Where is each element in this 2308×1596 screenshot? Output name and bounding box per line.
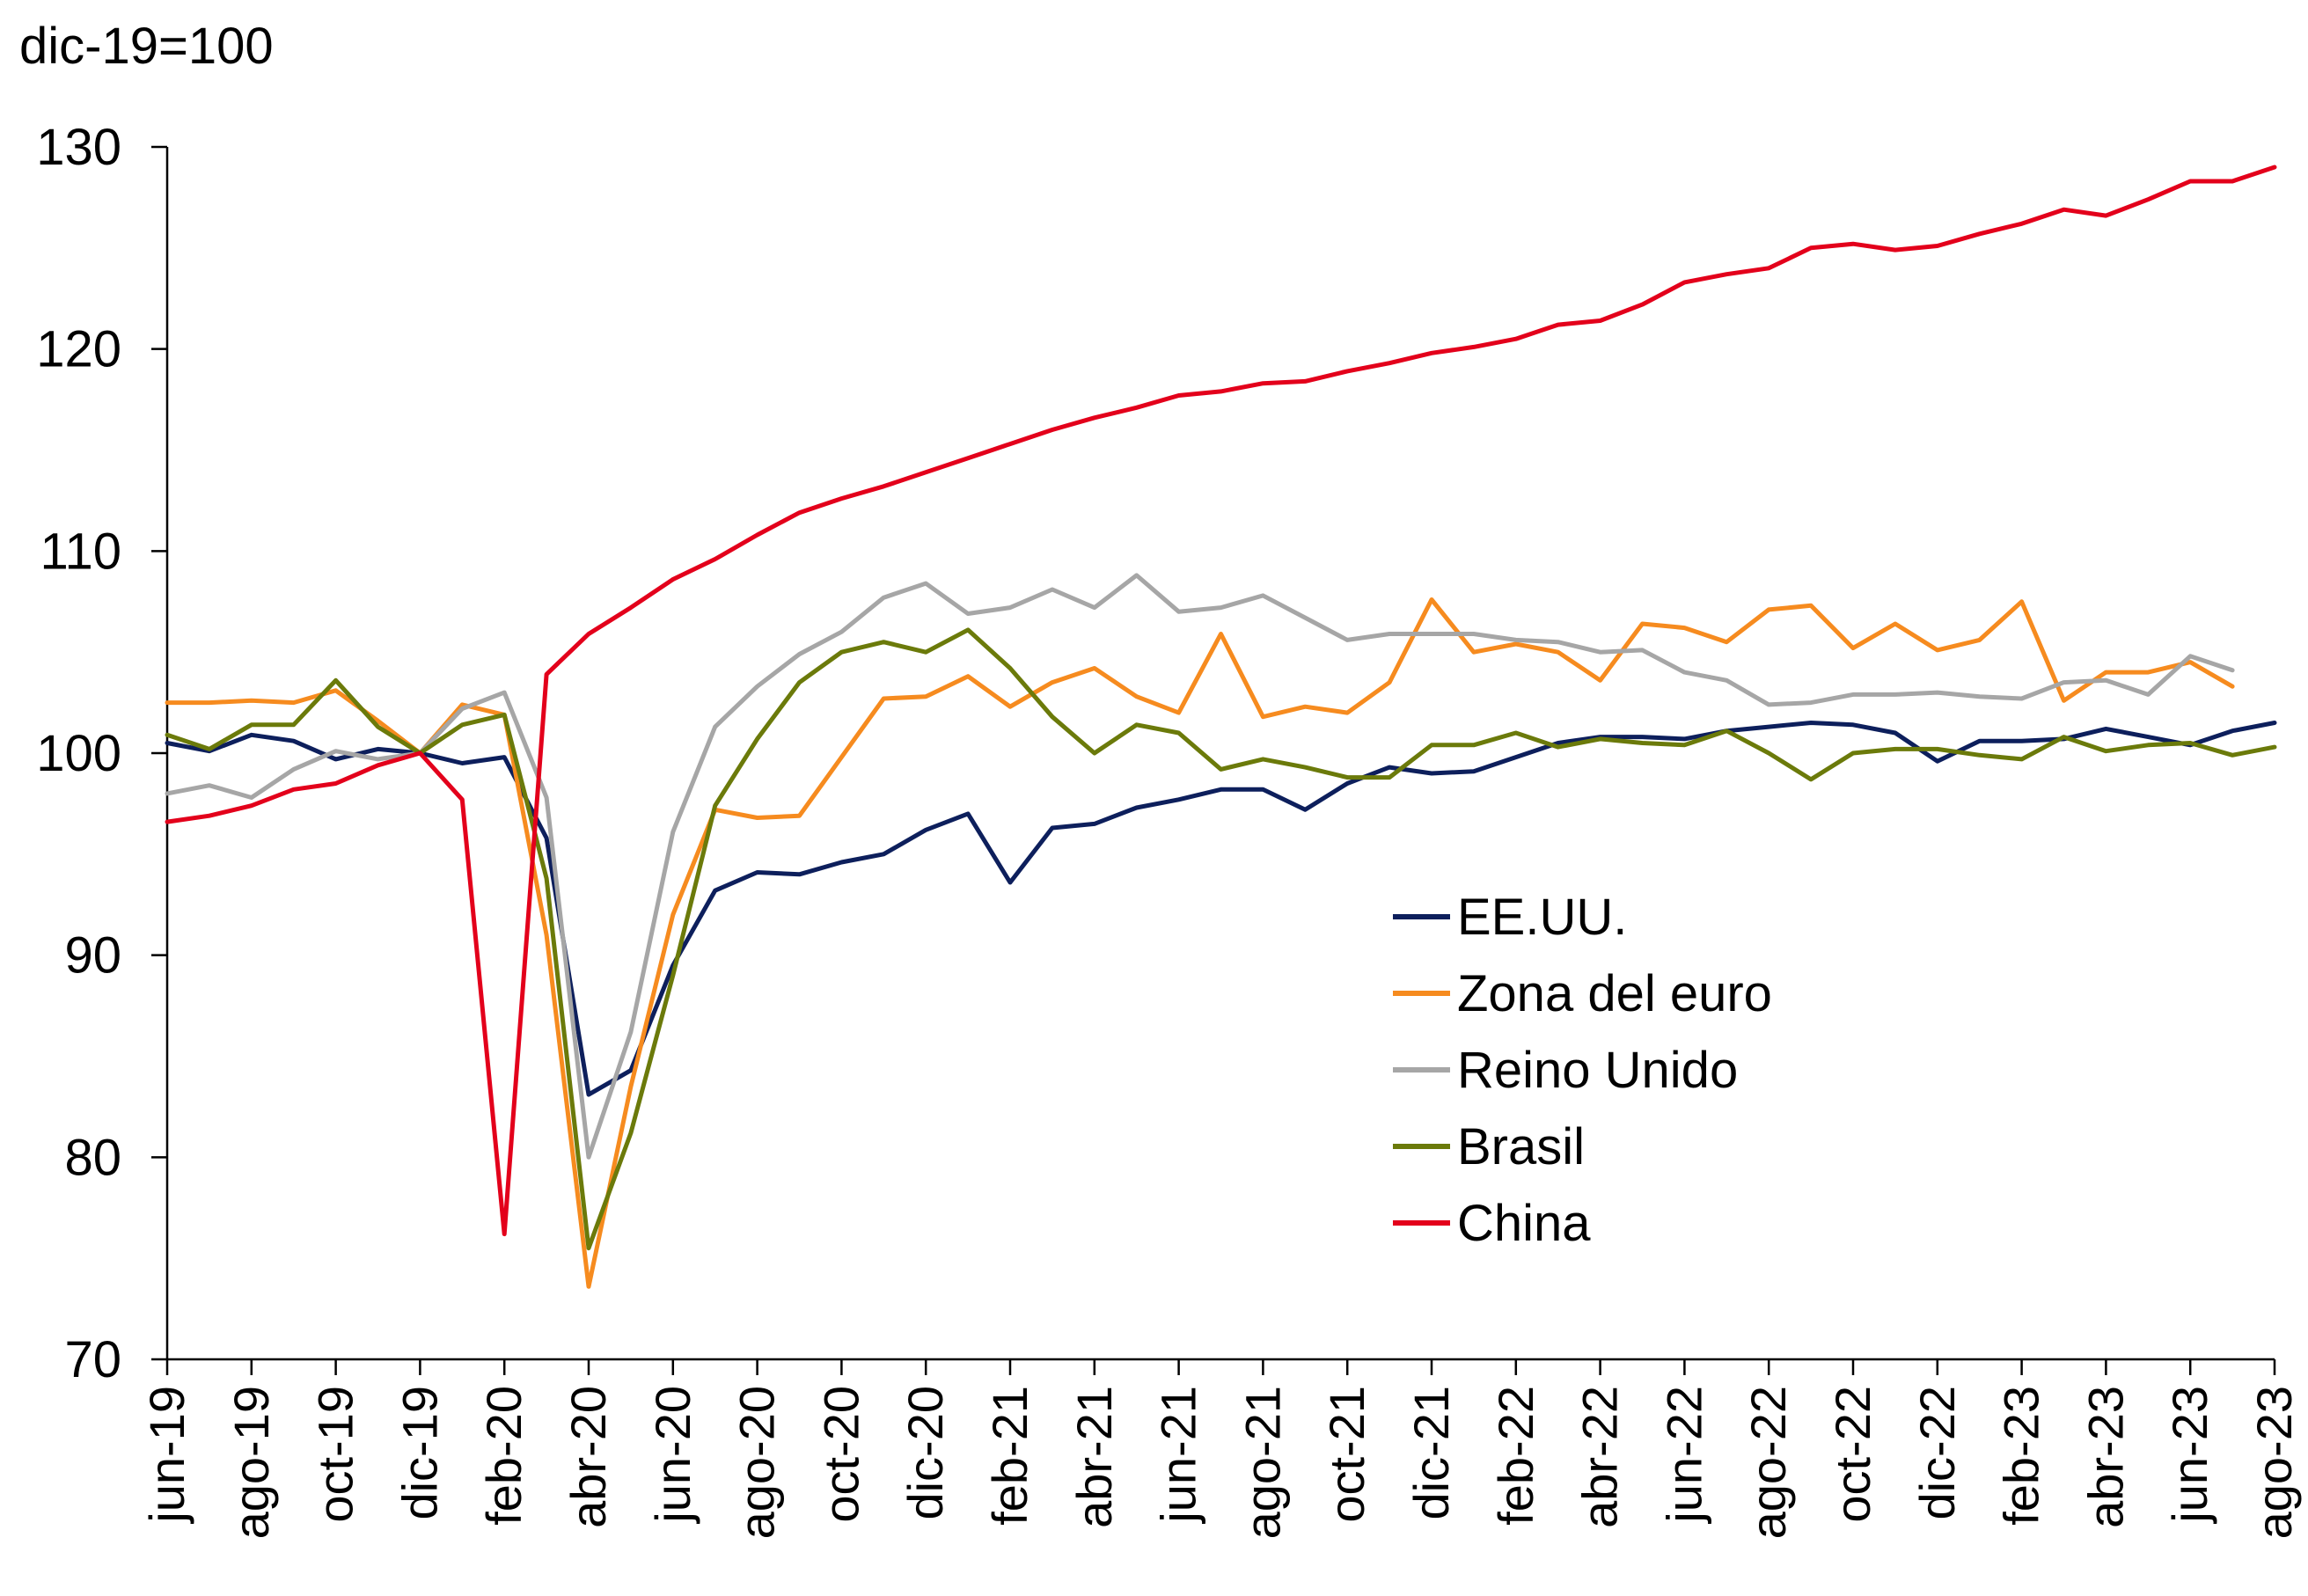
x-tick-label: ago-19 bbox=[223, 1386, 279, 1539]
x-tick-label: jun-22 bbox=[1656, 1386, 1711, 1525]
y-tick-label: 120 bbox=[36, 321, 121, 378]
y-tick-label: 70 bbox=[64, 1331, 121, 1388]
x-tick-label: abr-20 bbox=[561, 1386, 616, 1528]
legend-label: China bbox=[1457, 1195, 1591, 1252]
series-line-china bbox=[165, 165, 2277, 1237]
x-tick-label: feb-23 bbox=[1994, 1386, 2049, 1526]
legend-item: China bbox=[1393, 1195, 1591, 1252]
legend-item: Reino Unido bbox=[1393, 1042, 1738, 1099]
x-tick-label: feb-22 bbox=[1488, 1386, 1543, 1526]
y-tick-label: 130 bbox=[36, 119, 121, 176]
legend-label: EE.UU. bbox=[1457, 889, 1627, 946]
legend-label: Zona del euro bbox=[1457, 965, 1772, 1022]
x-tick-label: feb-20 bbox=[476, 1386, 531, 1526]
legend-label: Reino Unido bbox=[1457, 1042, 1738, 1099]
series-line-reino-unido bbox=[165, 573, 2235, 1160]
x-tick-label: jun-20 bbox=[645, 1386, 700, 1525]
legend: EE.UU. Zona del euro Reino Unido Brasil Chin… bbox=[1393, 889, 1772, 1252]
x-tick-label: ago-22 bbox=[1740, 1386, 1796, 1539]
x-axis: jun-19 ago-19 oct-19 dic-19 feb-20 abr-20 jun-… bbox=[139, 1358, 2302, 1539]
y-tick-label: 90 bbox=[64, 927, 121, 985]
series-line-zona-del-euro bbox=[165, 597, 2235, 1289]
x-tick-label: jun-19 bbox=[139, 1386, 194, 1525]
y-tick-label: 80 bbox=[64, 1129, 121, 1186]
series-line-brasil bbox=[165, 627, 2277, 1251]
x-tick-label: ago-23 bbox=[2246, 1386, 2302, 1539]
x-tick-label: feb-21 bbox=[982, 1386, 1037, 1526]
legend-item: Brasil bbox=[1393, 1118, 1585, 1175]
x-tick-label: oct-20 bbox=[813, 1386, 868, 1523]
x-tick-label: jun-23 bbox=[2162, 1386, 2217, 1525]
x-tick-label: ago-20 bbox=[729, 1386, 785, 1539]
x-tick-label: abr-21 bbox=[1066, 1386, 1122, 1528]
x-tick-label: jun-21 bbox=[1151, 1386, 1206, 1525]
x-tick-label: ago-21 bbox=[1235, 1386, 1290, 1539]
x-tick-label: oct-22 bbox=[1825, 1386, 1880, 1523]
x-tick-label: oct-21 bbox=[1319, 1386, 1374, 1523]
y-tick-label: 110 bbox=[40, 523, 121, 580]
x-tick-label: dic-20 bbox=[898, 1386, 953, 1520]
x-tick-label: oct-19 bbox=[308, 1386, 363, 1523]
x-tick-label: abr-22 bbox=[1572, 1386, 1628, 1528]
x-tick-label: dic-19 bbox=[392, 1386, 447, 1520]
x-tick-label: dic-21 bbox=[1403, 1386, 1459, 1520]
y-axis: 70 80 90 100 110 120 130 bbox=[36, 119, 169, 1388]
x-tick-label: abr-23 bbox=[2077, 1386, 2133, 1528]
x-tick-label: dic-22 bbox=[1909, 1386, 1965, 1520]
legend-item: Zona del euro bbox=[1393, 965, 1772, 1022]
y-unit-label: dic-19=100 bbox=[19, 18, 274, 75]
legend-label: Brasil bbox=[1457, 1118, 1585, 1175]
y-tick-label: 100 bbox=[36, 725, 121, 782]
series-lines bbox=[165, 165, 2277, 1289]
legend-item: EE.UU. bbox=[1393, 889, 1627, 946]
